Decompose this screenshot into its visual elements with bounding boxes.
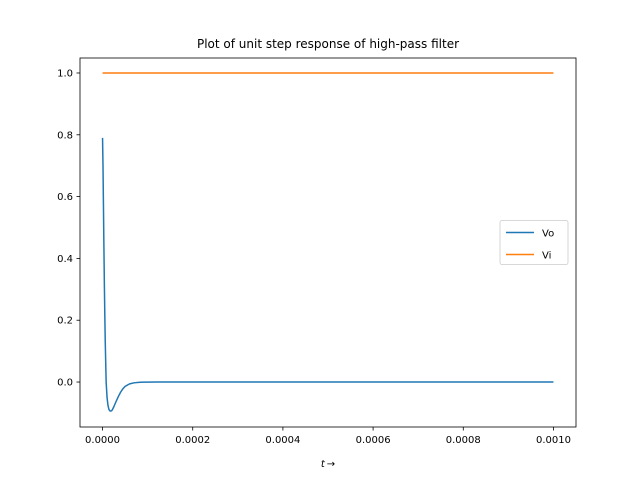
x-tick-label: 0.0010 bbox=[536, 435, 571, 446]
x-tick-label: 0.0004 bbox=[265, 435, 300, 446]
y-tick-label: 1.0 bbox=[57, 68, 73, 79]
axis-ticks: 0.0000 0.0002 0.0004 0.0006 0.0008 0.0010 0.0 0… bbox=[57, 68, 571, 446]
plot-lines bbox=[101, 72, 554, 412]
chart-title: Plot of unit step response of high-pass … bbox=[197, 37, 459, 51]
legend-box bbox=[499, 220, 569, 265]
y-tick-label: 0.2 bbox=[57, 316, 73, 327]
legend-label-vi: Vi bbox=[542, 251, 551, 262]
y-tick-label: 0.4 bbox=[57, 254, 73, 265]
y-tick-label: 0.6 bbox=[57, 192, 73, 203]
x-tick-label: 0.0000 bbox=[85, 435, 120, 446]
x-tick-label: 0.0002 bbox=[175, 435, 210, 446]
legend: Vo Vi bbox=[499, 220, 569, 265]
axes-frame bbox=[79, 57, 577, 428]
y-tick-label: 0.0 bbox=[57, 378, 73, 389]
x-axis-label: t → bbox=[321, 459, 335, 470]
legend-label-vo: Vo bbox=[542, 229, 554, 240]
y-tick-label: 0.8 bbox=[57, 130, 73, 141]
series-line-vo bbox=[101, 137, 554, 412]
x-tick-label: 0.0008 bbox=[446, 435, 481, 446]
x-tick-label: 0.0006 bbox=[356, 435, 391, 446]
